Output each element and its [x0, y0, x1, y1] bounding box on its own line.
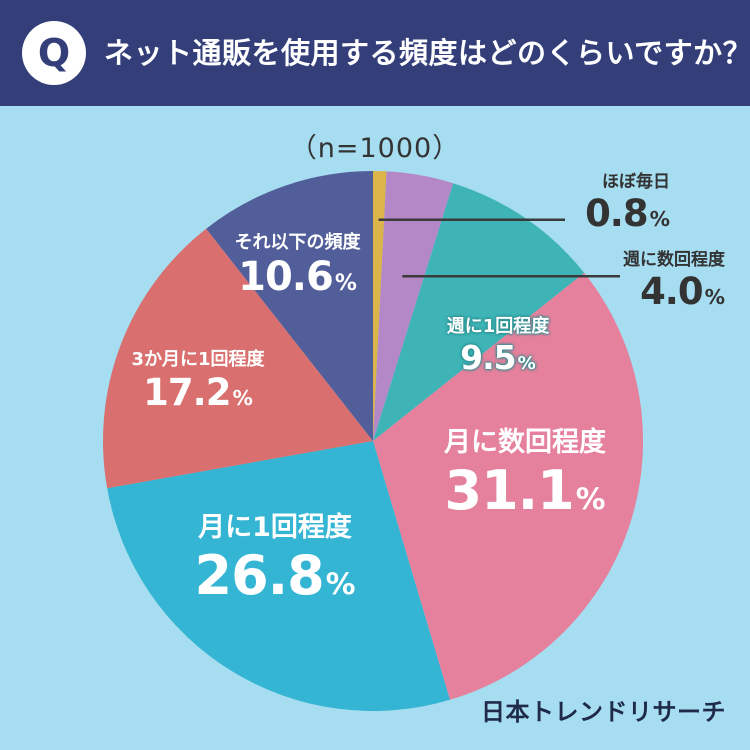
- category-label: 3か月に1回程度: [131, 349, 265, 370]
- label-monthly-several: 月に数回程度 31.1%: [420, 420, 630, 522]
- category-label: ほぼ毎日: [602, 172, 670, 192]
- value-label: 26.8%: [194, 544, 356, 607]
- label-quarterly: 3か月に1回程度 17.2%: [118, 345, 278, 414]
- percent-unit: %: [325, 567, 356, 602]
- brand-logo: 日本トレンドリサーチ: [481, 698, 726, 726]
- category-label: 月に1回程度: [198, 512, 352, 543]
- slice-weekly-once: [373, 183, 585, 441]
- slice-monthly-several: [373, 272, 644, 700]
- category-label: 月に数回程度: [444, 427, 606, 458]
- slice-quarterly: [103, 228, 374, 489]
- label-weekly-once: 週に1回程度 9.5%: [418, 312, 578, 377]
- value-label: 0.8%: [585, 192, 670, 235]
- q-badge-icon: Q: [22, 21, 86, 85]
- value-label: 17.2%: [143, 371, 253, 414]
- question-header: Q ネット通販を使用する頻度はどのくらいですか？: [0, 0, 750, 106]
- label-less: それ以下の頻度 10.6%: [210, 228, 385, 300]
- value-label: 9.5%: [460, 338, 536, 377]
- pie-chart: [103, 171, 644, 711]
- label-monthly-once: 月に1回程度 26.8%: [170, 505, 380, 607]
- value-label: 31.1%: [444, 459, 606, 522]
- percent-unit: %: [704, 285, 725, 309]
- slice-weekly-several: [373, 171, 454, 441]
- percent-unit: %: [517, 353, 536, 374]
- percent-unit: %: [649, 207, 670, 231]
- percent-unit: %: [232, 386, 253, 410]
- category-label: 週に数回程度: [623, 250, 725, 270]
- value-label: 10.6%: [238, 254, 357, 300]
- question-text: ネット通販を使用する頻度はどのくらいですか？: [104, 36, 750, 70]
- label-daily: ほぼ毎日 0.8%: [560, 167, 670, 235]
- sample-size: （n=1000）: [289, 133, 461, 164]
- value-label: 4.0%: [640, 270, 725, 313]
- label-weekly-several: 週に数回程度 4.0%: [560, 245, 725, 313]
- slice-monthly-once: [107, 441, 450, 711]
- category-label: それ以下の頻度: [234, 232, 361, 253]
- slice-less: [206, 171, 373, 441]
- category-label: 週に1回程度: [446, 316, 550, 337]
- percent-unit: %: [334, 271, 357, 296]
- slice-daily: [373, 171, 387, 441]
- percent-unit: %: [575, 482, 606, 517]
